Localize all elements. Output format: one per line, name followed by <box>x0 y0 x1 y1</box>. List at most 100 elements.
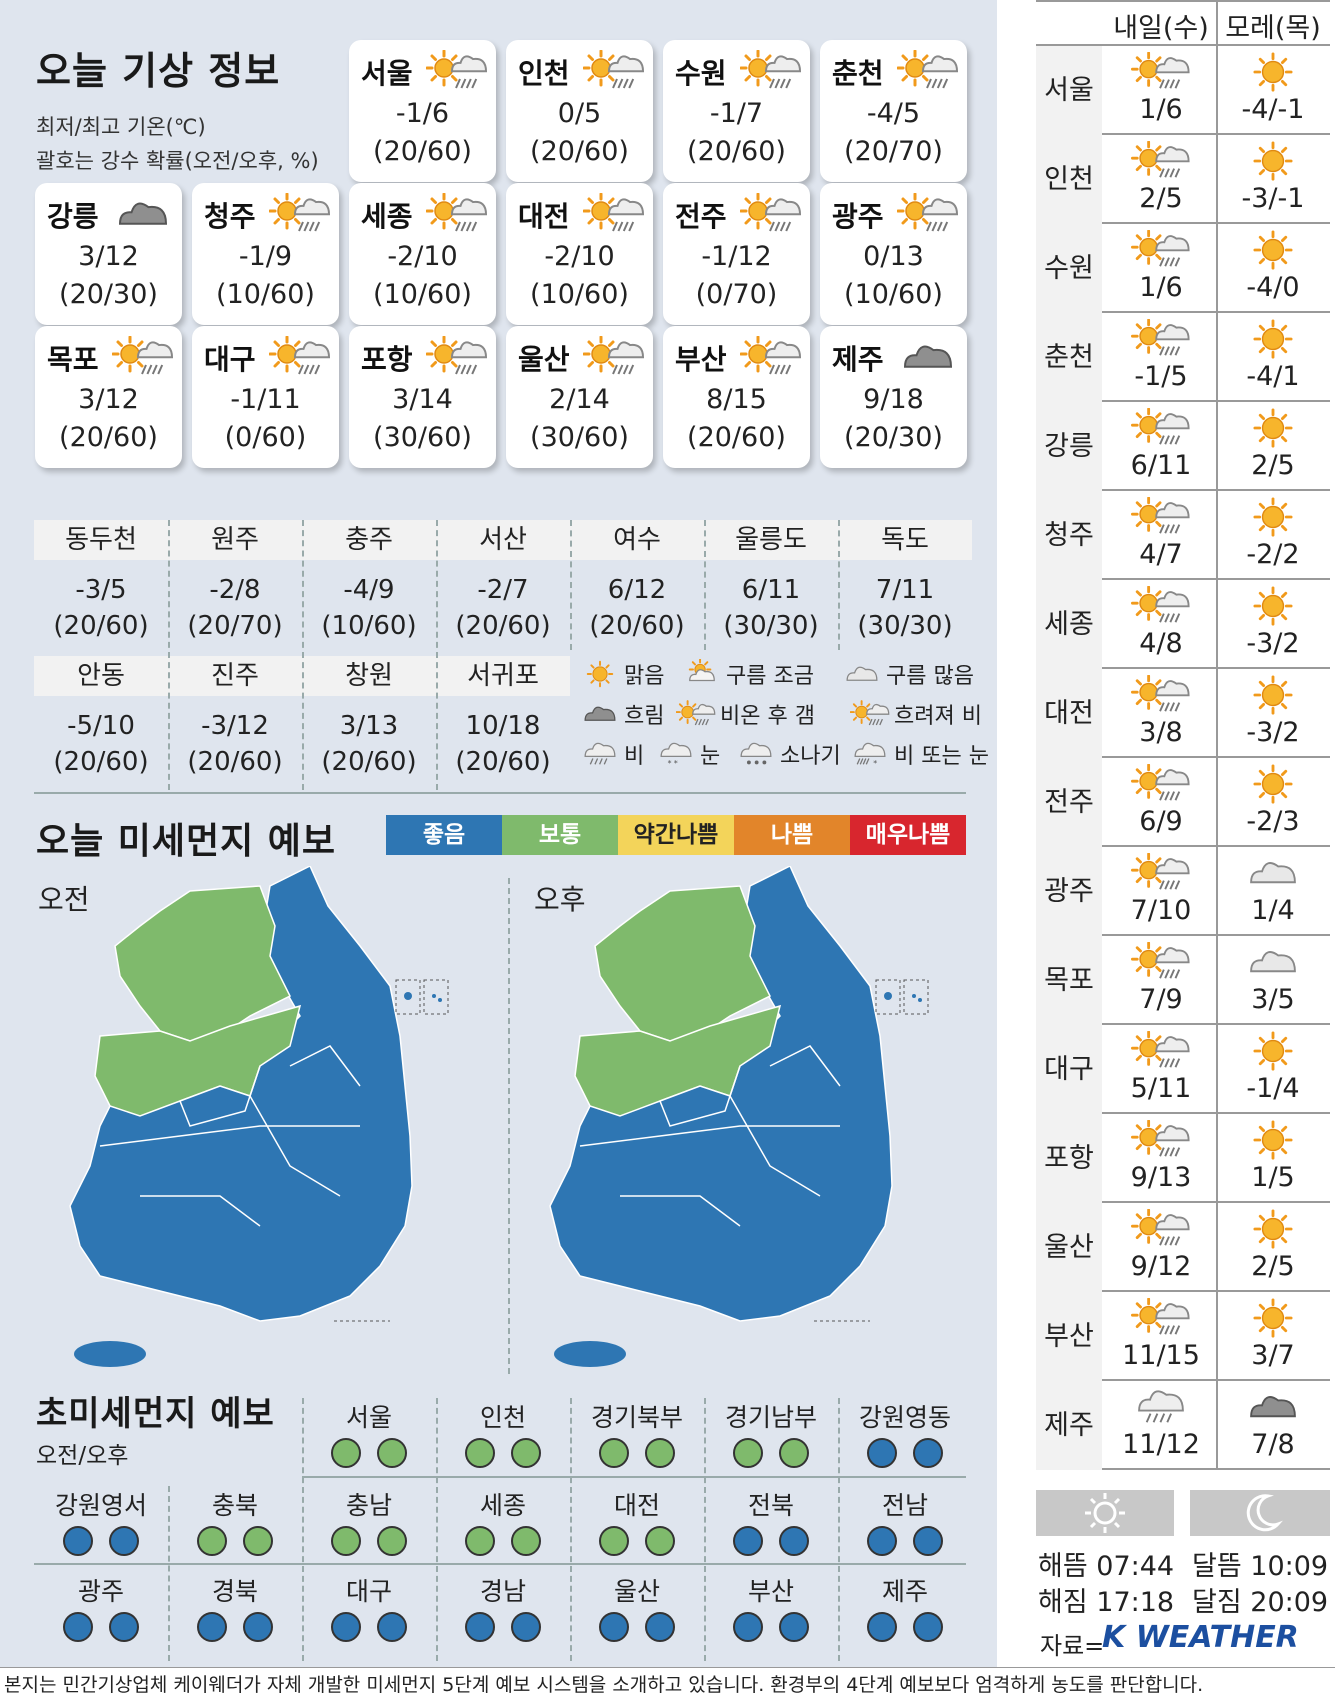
city-card: 포항 3/14 (30/60) <box>349 326 496 468</box>
fine-dust-dots <box>302 1612 436 1642</box>
small-city: 독도 7/11 (30/30) <box>838 520 972 644</box>
mostly-cloudy-icon <box>846 666 878 681</box>
forecast-city: 수원 <box>1036 224 1102 313</box>
rain-then-clear-icon <box>896 192 959 232</box>
temp-note: 최저/최고 기온(℃) <box>36 115 206 139</box>
grid-divider <box>838 1398 840 1661</box>
city-name: 강릉 <box>47 200 99 233</box>
city-card: 전주 -1/12 (0/70) <box>663 183 810 325</box>
am-label: 오전 <box>38 883 90 916</box>
sunny-icon <box>1253 230 1293 270</box>
city-temp: 3/12 <box>78 384 139 415</box>
fine-dust-dots <box>570 1612 704 1642</box>
small-city-pop: (20/60) <box>455 747 551 777</box>
forecast-row: 청주 4/7 -2/2 <box>1036 491 1330 580</box>
city-temp: 8/15 <box>706 384 767 415</box>
day-after-temp: -2/2 <box>1246 539 1300 570</box>
city-name: 부산 <box>675 343 727 376</box>
city-card: 세종 -2/10 (10/60) <box>349 183 496 325</box>
fine-dust-dots <box>168 1526 302 1556</box>
tomorrow-temp: 6/9 <box>1139 806 1183 837</box>
small-city: 원주 -2/8 (20/70) <box>168 520 302 644</box>
fine-dust-am-dot <box>599 1612 629 1642</box>
tomorrow-temp: 11/12 <box>1122 1429 1200 1460</box>
rain-then-clear-icon <box>1131 496 1190 534</box>
small-city-temp: -4/9 <box>343 575 395 605</box>
city-pop: (20/30) <box>844 422 943 453</box>
city-card: 울산 2/14 (30/60) <box>506 326 653 468</box>
legend-item: 구름 조금 <box>682 658 814 690</box>
small-city-name: 울릉도 <box>704 520 838 560</box>
fine-dust-region: 충남 <box>345 1491 392 1520</box>
small-city-name: 독도 <box>838 520 972 560</box>
forecast-row: 전주 6/9 -2/3 <box>1036 758 1330 847</box>
city-card: 대전 -2/10 (10/60) <box>506 183 653 325</box>
tomorrow-temp: 3/8 <box>1139 717 1183 748</box>
grid-divider <box>838 520 840 650</box>
fine-dust-am-dot <box>197 1612 227 1642</box>
moon-box <box>1190 1490 1330 1536</box>
fine-dust-pm-dot <box>109 1526 139 1556</box>
small-city: 울릉도 6/11 (30/30) <box>704 520 838 644</box>
forecast-city: 춘천 <box>1036 313 1102 402</box>
forecast-top-line <box>1036 0 1330 2</box>
fine-dust-pm-dot <box>109 1612 139 1642</box>
partly-cloudy-icon <box>688 659 715 682</box>
rain-then-clear-icon <box>739 192 802 232</box>
clear-then-cloudy-icon <box>850 700 890 726</box>
small-city-name: 원주 <box>168 520 302 560</box>
forecast-city: 포항 <box>1036 1114 1102 1203</box>
scale-step: 매우나쁨 <box>850 815 966 855</box>
forecast-row: 광주 7/10 1/4 <box>1036 847 1330 936</box>
fine-dust-am-dot <box>331 1612 361 1642</box>
legend-label: 흐림 <box>624 704 665 729</box>
rain-or-snow-icon: * <box>854 742 886 768</box>
rain-then-clear-icon <box>676 700 716 726</box>
small-city-pop: (20/60) <box>53 611 149 641</box>
small-city-name: 진주 <box>168 656 302 696</box>
small-city-temp: 6/11 <box>741 575 801 605</box>
city-name: 인천 <box>518 57 570 90</box>
day-after-temp: 2/5 <box>1251 450 1295 481</box>
fine-dust-am-dot <box>465 1526 495 1556</box>
rain-then-clear-icon <box>1131 585 1190 623</box>
fine-dust-am-dot <box>733 1526 763 1556</box>
legend-item: * * 눈 <box>656 738 720 770</box>
cloudy-icon <box>118 202 168 225</box>
forecast-city: 청주 <box>1036 491 1102 580</box>
fine-dust-region: 제주 <box>881 1577 928 1606</box>
svg-text:* *: * * <box>668 759 678 768</box>
small-city-temp: -2/7 <box>477 575 529 605</box>
forecast-row: 대전 3/8 -3/2 <box>1036 669 1330 758</box>
fine-dust-pm-dot <box>377 1526 407 1556</box>
mostly-cloudy-icon <box>1250 951 1296 973</box>
small-city: 충주 -4/9 (10/60) <box>302 520 436 644</box>
forecast-row: 춘천 -1/5 -4/1 <box>1036 313 1330 402</box>
legend-item: * 비 또는 눈 <box>850 738 989 770</box>
small-city-name: 충주 <box>302 520 436 560</box>
legend-label: 비온 후 갬 <box>720 704 815 729</box>
small-city-name: 동두천 <box>34 520 168 560</box>
day-after-temp: -3/2 <box>1246 717 1300 748</box>
city-temp: -1/7 <box>709 98 764 129</box>
legend-item: 구름 많음 <box>842 658 974 690</box>
city-pop: (20/60) <box>373 136 472 167</box>
fine-dust-pm-dot <box>243 1612 273 1642</box>
fine-dust-am-dot <box>867 1612 897 1642</box>
rain-then-clear-icon <box>739 335 802 375</box>
fine-dust-pm-dot <box>511 1612 541 1642</box>
legend-label: 구름 많음 <box>886 664 974 689</box>
pm-label: 오후 <box>534 883 586 916</box>
fine-dust-am-dot <box>63 1526 93 1556</box>
tomorrow-temp: -1/5 <box>1134 361 1188 392</box>
moonset-time: 달짐 20:09 <box>1192 1587 1329 1618</box>
grid-divider <box>302 1398 304 1661</box>
fine-dust-am-dot <box>331 1438 361 1468</box>
fine-dust-region: 강원영서 <box>54 1491 147 1520</box>
city-pop: (10/60) <box>216 279 315 310</box>
sunny-icon <box>1253 52 1293 92</box>
forecast-row: 포항 9/13 1/5 <box>1036 1114 1330 1203</box>
city-pop: (0/60) <box>224 422 307 453</box>
forecast-row: 수원 1/6 -4/0 <box>1036 224 1330 313</box>
city-temp: -2/10 <box>544 241 615 272</box>
